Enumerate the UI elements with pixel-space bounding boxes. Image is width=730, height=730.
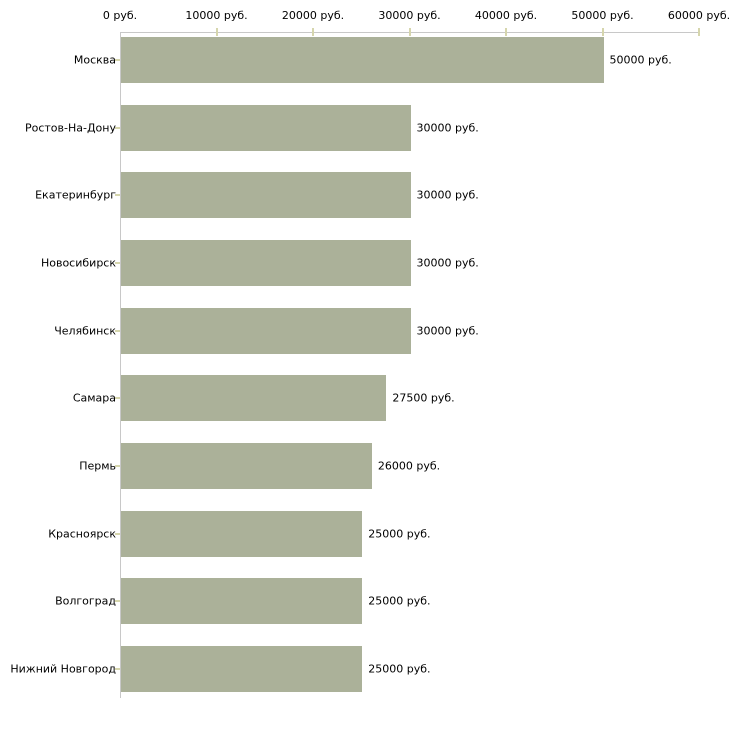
category-tick-mark (115, 262, 120, 264)
x-tick-mark (601, 28, 604, 36)
category-label: Челябинск (54, 324, 116, 338)
bar (121, 104, 411, 151)
y-axis-line (120, 32, 121, 698)
category-tick-mark (115, 397, 120, 400)
bar (121, 240, 411, 286)
category-label: Ростов-На-Дону (24, 121, 116, 135)
x-tick-mark (408, 28, 411, 36)
category-label: Самара (72, 391, 116, 405)
x-tick-label: 50000 руб. (571, 9, 634, 22)
value-label: 25000 руб. (368, 527, 431, 541)
x-tick-mark (698, 28, 700, 36)
x-tick-mark (312, 28, 314, 36)
bar (121, 510, 363, 557)
category-tick-mark (115, 465, 120, 468)
category-label: Красноярск (48, 527, 116, 541)
value-label: 50000 руб. (609, 53, 672, 67)
category-tick-mark (115, 668, 120, 671)
bar (121, 443, 372, 490)
x-tick-label: 30000 руб. (378, 9, 441, 22)
value-label: 30000 руб. (416, 256, 479, 270)
category-label: Екатеринбург (35, 188, 116, 202)
category-label: Пермь (79, 459, 116, 473)
category-label: Волгоград (55, 594, 116, 608)
bar (121, 578, 363, 625)
value-label: 30000 руб. (416, 324, 479, 338)
bar (121, 172, 411, 219)
category-tick-mark (115, 532, 120, 535)
x-tick-label: 0 руб. (102, 9, 138, 22)
bar (121, 37, 604, 83)
value-label: 30000 руб. (416, 121, 479, 135)
bar (121, 646, 363, 693)
x-tick-mark (215, 28, 218, 36)
value-label: 26000 руб. (377, 459, 441, 473)
category-label: Новосибирск (40, 256, 116, 270)
x-tick-label: 60000 руб. (667, 9, 730, 22)
value-label: 25000 руб. (368, 594, 431, 608)
x-tick-label: 20000 руб. (281, 9, 345, 22)
x-tick-mark (505, 28, 507, 36)
category-tick-mark (115, 126, 120, 129)
category-label: Москва (73, 53, 116, 67)
x-tick-label: 40000 руб. (474, 9, 538, 22)
bar (121, 375, 387, 422)
category-tick-mark (115, 329, 120, 332)
category-tick-mark (115, 194, 120, 197)
category-tick-mark (115, 600, 120, 603)
category-tick-mark (115, 59, 120, 61)
value-label: 30000 руб. (416, 188, 479, 202)
value-label: 27500 руб. (392, 391, 455, 405)
value-label: 25000 руб. (368, 662, 431, 676)
bar (121, 307, 411, 354)
category-label: Нижний Новгород (10, 662, 116, 676)
x-tick-label: 10000 руб. (185, 9, 248, 22)
